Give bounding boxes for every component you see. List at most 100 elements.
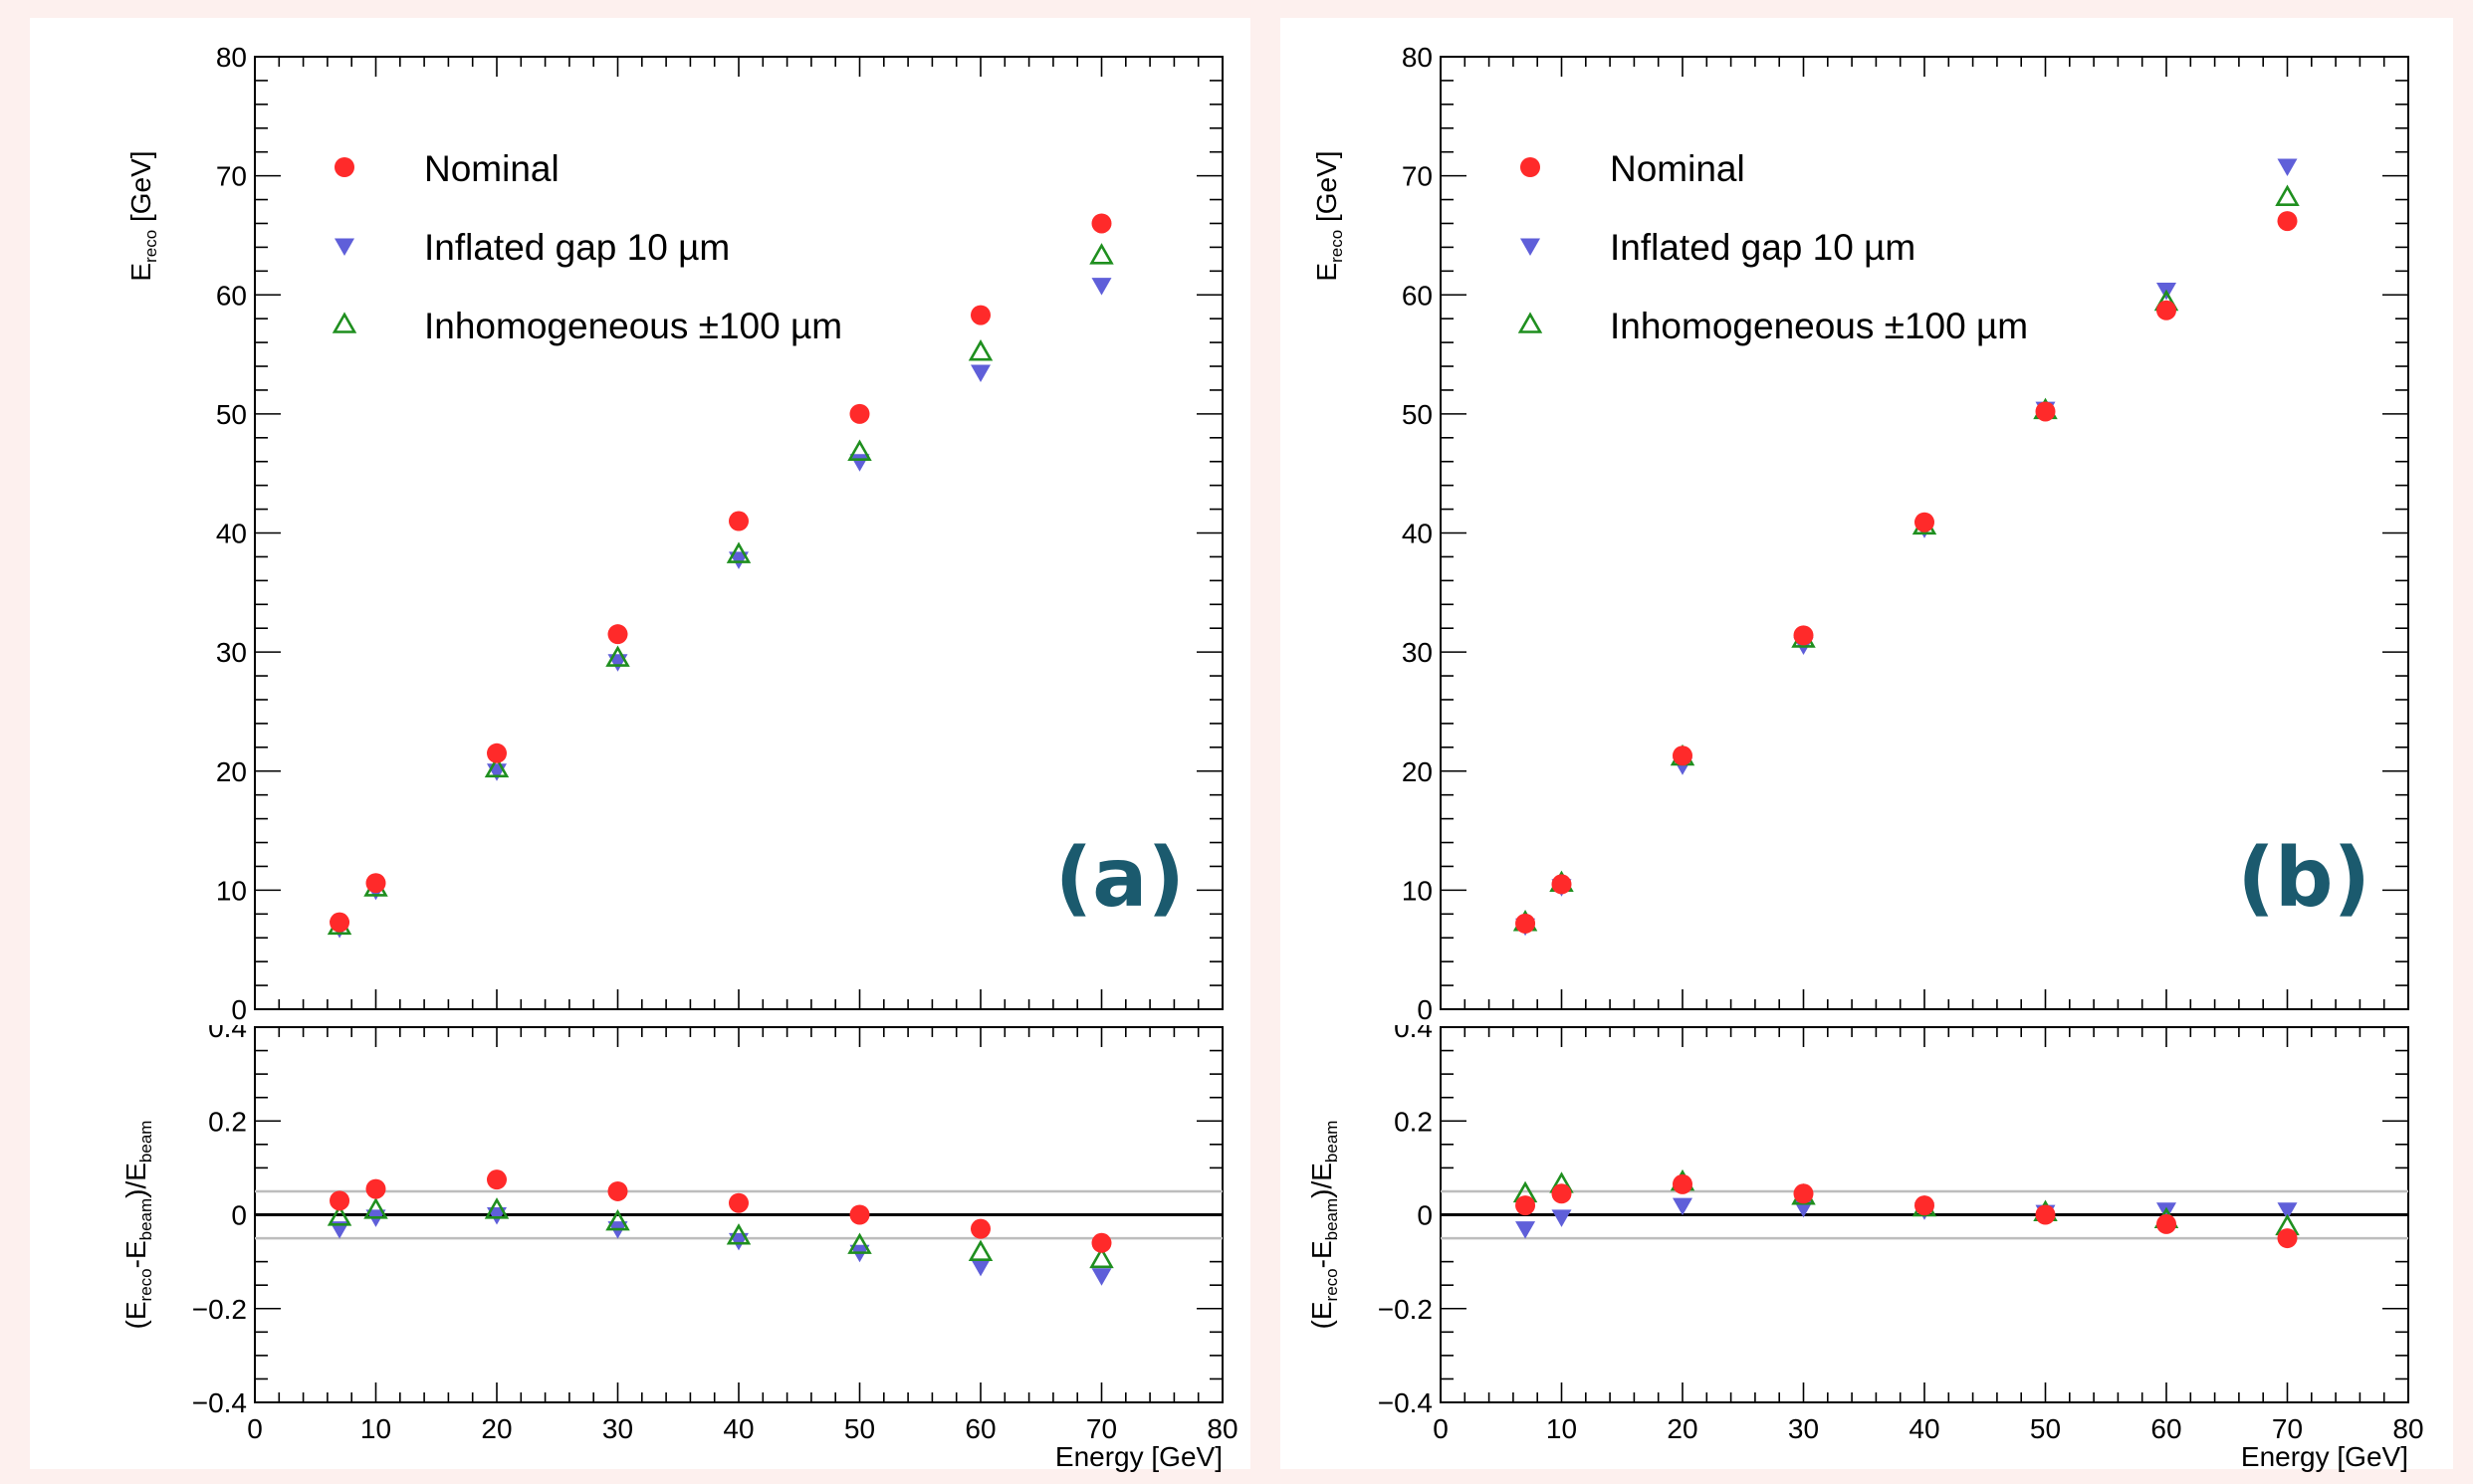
y-tick-label: 10 <box>216 875 247 906</box>
y-title-part: )/E <box>120 1163 151 1198</box>
x-tick-label: 40 <box>723 1413 754 1444</box>
legend-marker-inflated <box>1520 238 1540 256</box>
lower-point-nominal <box>849 1204 870 1225</box>
y-title-part: (E <box>120 1301 151 1329</box>
x-tick-label: 0 <box>247 1413 263 1444</box>
x-tick-label: 20 <box>481 1413 512 1444</box>
upper-y-axis-title: Ereco [GeV] <box>125 150 160 281</box>
legend-label-inhomogeneous: Inhomogeneous ±100 µm <box>1610 306 2028 346</box>
upper-point-nominal <box>1793 625 1814 646</box>
lower-point-nominal <box>607 1180 628 1201</box>
lower-point-nominal <box>1793 1183 1814 1204</box>
upper-point-nominal <box>849 403 870 424</box>
upper-point-nominal <box>971 305 991 325</box>
legend-marker-inhomogeneous <box>1517 312 1543 333</box>
x-tick-label: 50 <box>2030 1413 2061 1444</box>
y-tick-label: 10 <box>1402 875 1433 906</box>
x-tick-label: 10 <box>1546 1413 1577 1444</box>
y-tick-label: 0.2 <box>208 1106 247 1137</box>
x-tick-label: 50 <box>844 1413 875 1444</box>
upper-point-inhomogeneous <box>968 339 994 361</box>
lower-point-inhomogeneous <box>1089 1246 1114 1269</box>
y-tick-label: −0.2 <box>192 1294 247 1325</box>
upper-point-inhomogeneous <box>726 541 752 563</box>
lower-point-inflated <box>1673 1197 1692 1216</box>
lower-point-inflated <box>971 1258 991 1277</box>
upper-point-nominal <box>1551 874 1572 895</box>
lower-point-nominal <box>2277 1228 2298 1249</box>
y-title-sub: beam <box>136 1121 155 1164</box>
y-tick-label: −0.4 <box>1378 1387 1433 1418</box>
x-tick-label: 80 <box>1207 1413 1237 1444</box>
x-tick-label: 0 <box>1433 1413 1449 1444</box>
lower-point-inflated <box>729 1232 749 1251</box>
x-tick-label: 60 <box>2150 1413 2181 1444</box>
panel-background <box>30 18 1250 1469</box>
upper-point-nominal <box>365 873 386 894</box>
x-tick-label: 30 <box>602 1413 633 1444</box>
y-tick-label: 60 <box>1402 280 1433 311</box>
lower-point-inhomogeneous <box>484 1197 510 1219</box>
x-tick-label: 60 <box>965 1413 996 1444</box>
x-tick-label: 30 <box>1788 1413 1819 1444</box>
panel-label: (b) <box>2237 831 2370 926</box>
lower-point-nominal <box>2156 1213 2176 1234</box>
upper-point-inflated <box>729 551 749 569</box>
y-title-sub: beam <box>1322 1121 1341 1164</box>
lower-point-inflated <box>2277 1202 2298 1220</box>
lower-point-inhomogeneous <box>847 1232 872 1254</box>
y-tick-label: 80 <box>216 42 247 73</box>
lower-point-inflated <box>487 1207 507 1225</box>
panel-label: (a) <box>1055 831 1185 926</box>
y-title-part: -E <box>1306 1240 1337 1268</box>
y-title-unit: [GeV] <box>125 150 156 229</box>
y-tick-label: 30 <box>216 637 247 668</box>
upper-point-inflated <box>2277 158 2298 177</box>
x-axis-title: Energy [GeV] <box>2241 1441 2408 1472</box>
y-tick-label: 80 <box>1402 42 1433 73</box>
y-title-main: E <box>125 263 156 282</box>
y-tick-label: 50 <box>216 399 247 430</box>
upper-point-nominal <box>607 624 628 645</box>
lower-point-nominal <box>1515 1195 1536 1216</box>
y-tick-label: 50 <box>1402 399 1433 430</box>
x-tick-label: 10 <box>360 1413 391 1444</box>
lower-point-nominal <box>1551 1183 1572 1204</box>
upper-point-inhomogeneous <box>2275 184 2300 206</box>
lower-point-nominal <box>1673 1173 1692 1194</box>
legend-label-nominal: Nominal <box>424 148 560 189</box>
x-tick-label: 70 <box>2272 1413 2303 1444</box>
lower-y-axis-title: (Ereco-Ebeam)/Ebeam <box>120 1121 155 1330</box>
upper-point-inflated <box>1091 278 1112 296</box>
upper-point-nominal <box>2035 401 2056 422</box>
upper-point-nominal <box>330 912 350 933</box>
lower-point-nominal <box>487 1169 507 1190</box>
legend-label-inflated: Inflated gap 10 µm <box>1610 227 1915 268</box>
lower-point-nominal <box>2035 1204 2056 1225</box>
lower-point-inhomogeneous <box>726 1223 752 1245</box>
y-tick-label: 0.4 <box>1394 1012 1433 1043</box>
upper-point-inhomogeneous <box>484 755 510 778</box>
y-tick-label: 20 <box>1402 756 1433 787</box>
lower-point-nominal <box>330 1190 350 1211</box>
legend-marker-inhomogeneous <box>332 312 357 333</box>
legend-marker-nominal <box>1520 157 1540 177</box>
x-tick-label: 80 <box>2392 1413 2423 1444</box>
y-title-part: -E <box>120 1240 151 1268</box>
x-tick-label: 40 <box>1909 1413 1939 1444</box>
upper-y-axis-title: Ereco [GeV] <box>1311 150 1346 281</box>
upper-point-nominal <box>2156 300 2176 320</box>
lower-point-nominal <box>365 1178 386 1199</box>
x-tick-label: 20 <box>1667 1413 1697 1444</box>
lower-y-axis-title: (Ereco-Ebeam)/Ebeam <box>1306 1121 1341 1330</box>
y-tick-label: −0.2 <box>1378 1294 1433 1325</box>
legend-label-nominal: Nominal <box>1610 148 1745 189</box>
lower-point-nominal <box>1914 1195 1934 1216</box>
y-tick-label: 0 <box>1417 1200 1433 1231</box>
legend-marker-nominal <box>335 157 354 177</box>
y-tick-label: 70 <box>1402 161 1433 192</box>
